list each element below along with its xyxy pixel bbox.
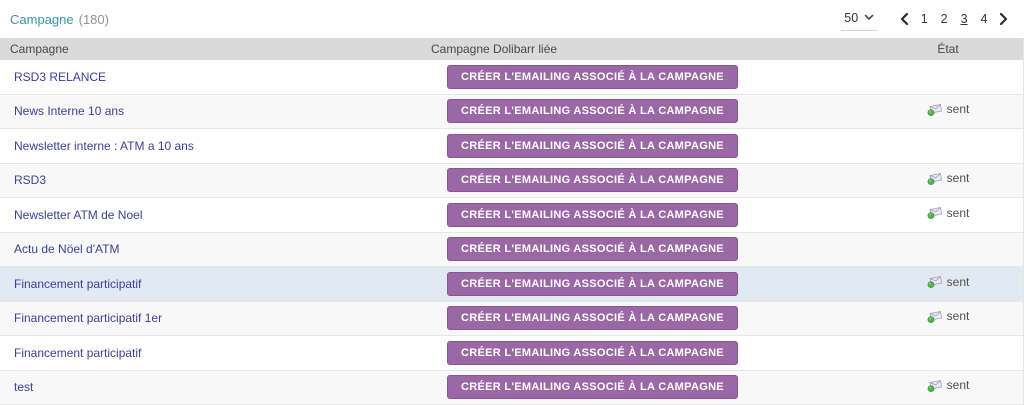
campaign-link[interactable]: Financement participatif 1er bbox=[14, 311, 163, 326]
create-emailing-button[interactable]: CRÉER L'EMAILING ASSOCIÉ À LA CAMPAGNE bbox=[447, 375, 738, 400]
prev-page-button[interactable] bbox=[895, 13, 914, 25]
email-sent-icon bbox=[927, 207, 942, 219]
campaign-name-cell: Financement participatif bbox=[0, 275, 420, 293]
status-cell: sent bbox=[873, 309, 1023, 328]
linked-campaign-cell: CRÉER L'EMAILING ASSOCIÉ À LA CAMPAGNE bbox=[420, 271, 873, 296]
campaign-name-cell: RSD3 bbox=[0, 171, 420, 189]
campaign-name-cell: Financement participatif 1er bbox=[0, 309, 420, 327]
email-sent-icon bbox=[927, 103, 942, 116]
table-row: Newsletter interne : ATM a 10 ans CRÉER … bbox=[0, 129, 1023, 164]
linked-campaign-cell: CRÉER L'EMAILING ASSOCIÉ À LA CAMPAGNE bbox=[420, 64, 873, 89]
status-badge: sent bbox=[927, 274, 970, 289]
campaign-name-cell: Newsletter interne : ATM a 10 ans bbox=[0, 137, 420, 155]
campaign-name-cell: Actu de Nöel d'ATM bbox=[0, 240, 420, 258]
table-row: Newsletter ATM de Noel CRÉER L'EMAILING … bbox=[0, 198, 1023, 233]
page-title[interactable]: Campagne bbox=[10, 11, 74, 27]
table-row: Financement participatif 1er CRÉER L'EMA… bbox=[0, 301, 1023, 336]
status-label: sent bbox=[946, 378, 970, 392]
table-row: Actu de Nöel d'ATM CRÉER L'EMAILING ASSO… bbox=[0, 232, 1023, 267]
column-header-campagne: Campagne bbox=[10, 42, 69, 56]
linked-campaign-cell: CRÉER L'EMAILING ASSOCIÉ À LA CAMPAGNE bbox=[420, 133, 873, 158]
status-cell: sent bbox=[873, 171, 1023, 190]
status-cell: sent bbox=[873, 275, 1023, 294]
page-size-select[interactable]: 50 bbox=[841, 8, 878, 31]
page-number-3[interactable]: 3 bbox=[960, 12, 968, 26]
create-emailing-button[interactable]: CRÉER L'EMAILING ASSOCIÉ À LA CAMPAGNE bbox=[447, 340, 738, 365]
table-row: RSD3 CRÉER L'EMAILING ASSOCIÉ À LA CAMPA… bbox=[0, 163, 1023, 198]
chevron-right-icon bbox=[999, 13, 1008, 25]
page-size-value: 50 bbox=[844, 10, 859, 25]
linked-campaign-cell: CRÉER L'EMAILING ASSOCIÉ À LA CAMPAGNE bbox=[420, 202, 873, 227]
linked-campaign-cell: CRÉER L'EMAILING ASSOCIÉ À LA CAMPAGNE bbox=[420, 340, 873, 365]
campaign-link[interactable]: RSD3 bbox=[14, 173, 47, 188]
campaign-link[interactable]: test bbox=[14, 380, 34, 395]
campaign-link[interactable]: Financement participatif bbox=[14, 276, 142, 291]
email-sent-icon bbox=[927, 379, 942, 392]
campaign-link[interactable]: Newsletter ATM de Noel bbox=[14, 207, 143, 222]
page-number-4[interactable]: 4 bbox=[980, 12, 988, 26]
table-row: test CRÉER L'EMAILING ASSOCIÉ À LA CAMPA… bbox=[0, 370, 1023, 405]
linked-campaign-cell: CRÉER L'EMAILING ASSOCIÉ À LA CAMPAGNE bbox=[420, 375, 873, 400]
create-emailing-button[interactable]: CRÉER L'EMAILING ASSOCIÉ À LA CAMPAGNE bbox=[447, 237, 738, 262]
status-badge: sent bbox=[927, 102, 970, 116]
create-emailing-button[interactable]: CRÉER L'EMAILING ASSOCIÉ À LA CAMPAGNE bbox=[447, 306, 738, 331]
page-number-2[interactable]: 2 bbox=[940, 12, 948, 26]
campaign-name-cell: Financement participatif bbox=[0, 344, 420, 362]
campaign-name-cell: RSD3 RELANCE bbox=[0, 68, 420, 86]
linked-campaign-cell: CRÉER L'EMAILING ASSOCIÉ À LA CAMPAGNE bbox=[420, 237, 873, 262]
create-emailing-button[interactable]: CRÉER L'EMAILING ASSOCIÉ À LA CAMPAGNE bbox=[447, 99, 738, 124]
table-body: RSD3 RELANCE CRÉER L'EMAILING ASSOCIÉ À … bbox=[0, 60, 1023, 405]
column-header-etat: État bbox=[937, 42, 959, 56]
status-cell: sent bbox=[873, 206, 1023, 225]
campaign-table: Campagne Campagne Dolibarr liée État RSD… bbox=[0, 38, 1024, 405]
create-emailing-button[interactable]: CRÉER L'EMAILING ASSOCIÉ À LA CAMPAGNE bbox=[447, 64, 738, 89]
create-emailing-button[interactable]: CRÉER L'EMAILING ASSOCIÉ À LA CAMPAGNE bbox=[447, 271, 738, 296]
record-count: (180) bbox=[78, 11, 109, 27]
status-badge: sent bbox=[927, 309, 970, 323]
status-label: sent bbox=[946, 205, 970, 220]
status-cell: sent bbox=[873, 102, 1023, 121]
chevron-left-icon bbox=[901, 13, 909, 25]
status-label: sent bbox=[946, 274, 970, 289]
create-emailing-button[interactable]: CRÉER L'EMAILING ASSOCIÉ À LA CAMPAGNE bbox=[447, 133, 738, 158]
linked-campaign-cell: CRÉER L'EMAILING ASSOCIÉ À LA CAMPAGNE bbox=[420, 99, 873, 124]
chevron-down-icon bbox=[864, 14, 874, 20]
linked-campaign-cell: CRÉER L'EMAILING ASSOCIÉ À LA CAMPAGNE bbox=[420, 306, 873, 331]
table-header-row: Campagne Campagne Dolibarr liée État bbox=[0, 38, 1023, 60]
create-emailing-button[interactable]: CRÉER L'EMAILING ASSOCIÉ À LA CAMPAGNE bbox=[447, 202, 738, 227]
table-row: Financement participatif CRÉER L'EMAILIN… bbox=[0, 267, 1023, 302]
status-badge: sent bbox=[927, 205, 970, 220]
status-badge: sent bbox=[927, 171, 970, 185]
campaign-name-cell: Newsletter ATM de Noel bbox=[0, 206, 420, 224]
campaign-link[interactable]: Newsletter interne : ATM a 10 ans bbox=[14, 138, 194, 153]
column-header-campagne-dolibarr-liee: Campagne Dolibarr liée bbox=[431, 42, 558, 56]
status-label: sent bbox=[946, 171, 970, 185]
status-label: sent bbox=[946, 102, 970, 116]
linked-campaign-cell: CRÉER L'EMAILING ASSOCIÉ À LA CAMPAGNE bbox=[420, 168, 873, 193]
email-sent-icon bbox=[927, 172, 942, 185]
email-sent-icon bbox=[927, 310, 942, 323]
table-row: Financement participatif CRÉER L'EMAILIN… bbox=[0, 336, 1023, 371]
status-label: sent bbox=[946, 309, 970, 323]
table-row: News Interne 10 ans CRÉER L'EMAILING ASS… bbox=[0, 94, 1023, 129]
page-number-1[interactable]: 1 bbox=[920, 12, 928, 26]
status-cell: sent bbox=[873, 378, 1023, 397]
campaign-name-cell: News Interne 10 ans bbox=[0, 102, 420, 120]
campaign-link[interactable]: RSD3 RELANCE bbox=[14, 69, 107, 84]
page-title-area: Campagne (180) bbox=[10, 12, 109, 27]
table-row: RSD3 RELANCE CRÉER L'EMAILING ASSOCIÉ À … bbox=[0, 60, 1023, 95]
campaign-link[interactable]: Actu de Nöel d'ATM bbox=[14, 242, 120, 257]
next-page-button[interactable] bbox=[994, 13, 1013, 25]
campaign-link[interactable]: Financement participatif bbox=[14, 345, 142, 360]
status-badge: sent bbox=[927, 378, 970, 392]
create-emailing-button[interactable]: CRÉER L'EMAILING ASSOCIÉ À LA CAMPAGNE bbox=[447, 168, 738, 193]
campaign-name-cell: test bbox=[0, 378, 420, 396]
email-sent-icon bbox=[927, 276, 942, 288]
campaign-link[interactable]: News Interne 10 ans bbox=[14, 104, 125, 119]
